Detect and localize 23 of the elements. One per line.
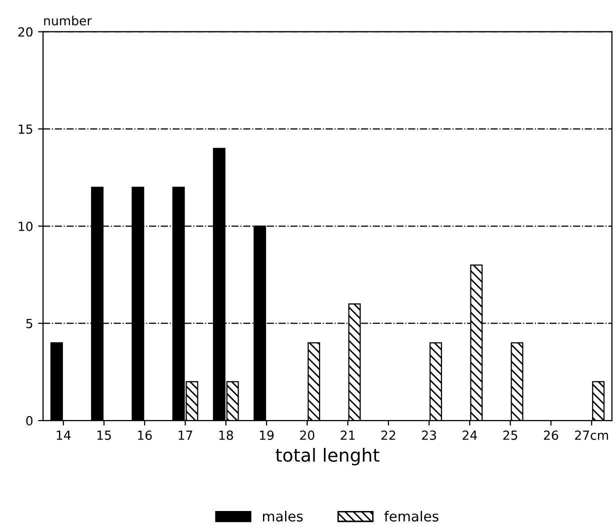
x-tick-label: 26 [544,430,558,440]
x-tick-label: 16 [138,430,152,440]
legend-label: females [384,510,438,522]
x-tick-label: 14 [56,430,71,440]
y-tick-label: 5 [26,318,32,328]
y-tick-label: 15 [18,124,32,134]
x-tick-label: 18 [219,430,233,440]
y-tick-label: 20 [18,27,32,37]
x-axis-title: total lenght [276,448,380,466]
y-tick-label: 0 [26,416,32,426]
x-tick-label: 15 [97,430,111,440]
x-tick-label: 21 [340,430,355,440]
y-axis-title: number [44,16,92,26]
x-tick-label: 17 [178,430,192,440]
x-tick-label: 22 [381,430,396,440]
x-tick-label: 27cm [575,430,608,440]
y-tick-label: 10 [18,222,32,232]
legend-label: males [262,510,303,522]
x-tick-label: 25 [503,430,518,440]
x-tick-label: 19 [260,430,274,440]
x-tick-label: 24 [462,430,477,440]
x-tick-label: 23 [422,430,436,440]
x-tick-label: 20 [300,430,314,440]
